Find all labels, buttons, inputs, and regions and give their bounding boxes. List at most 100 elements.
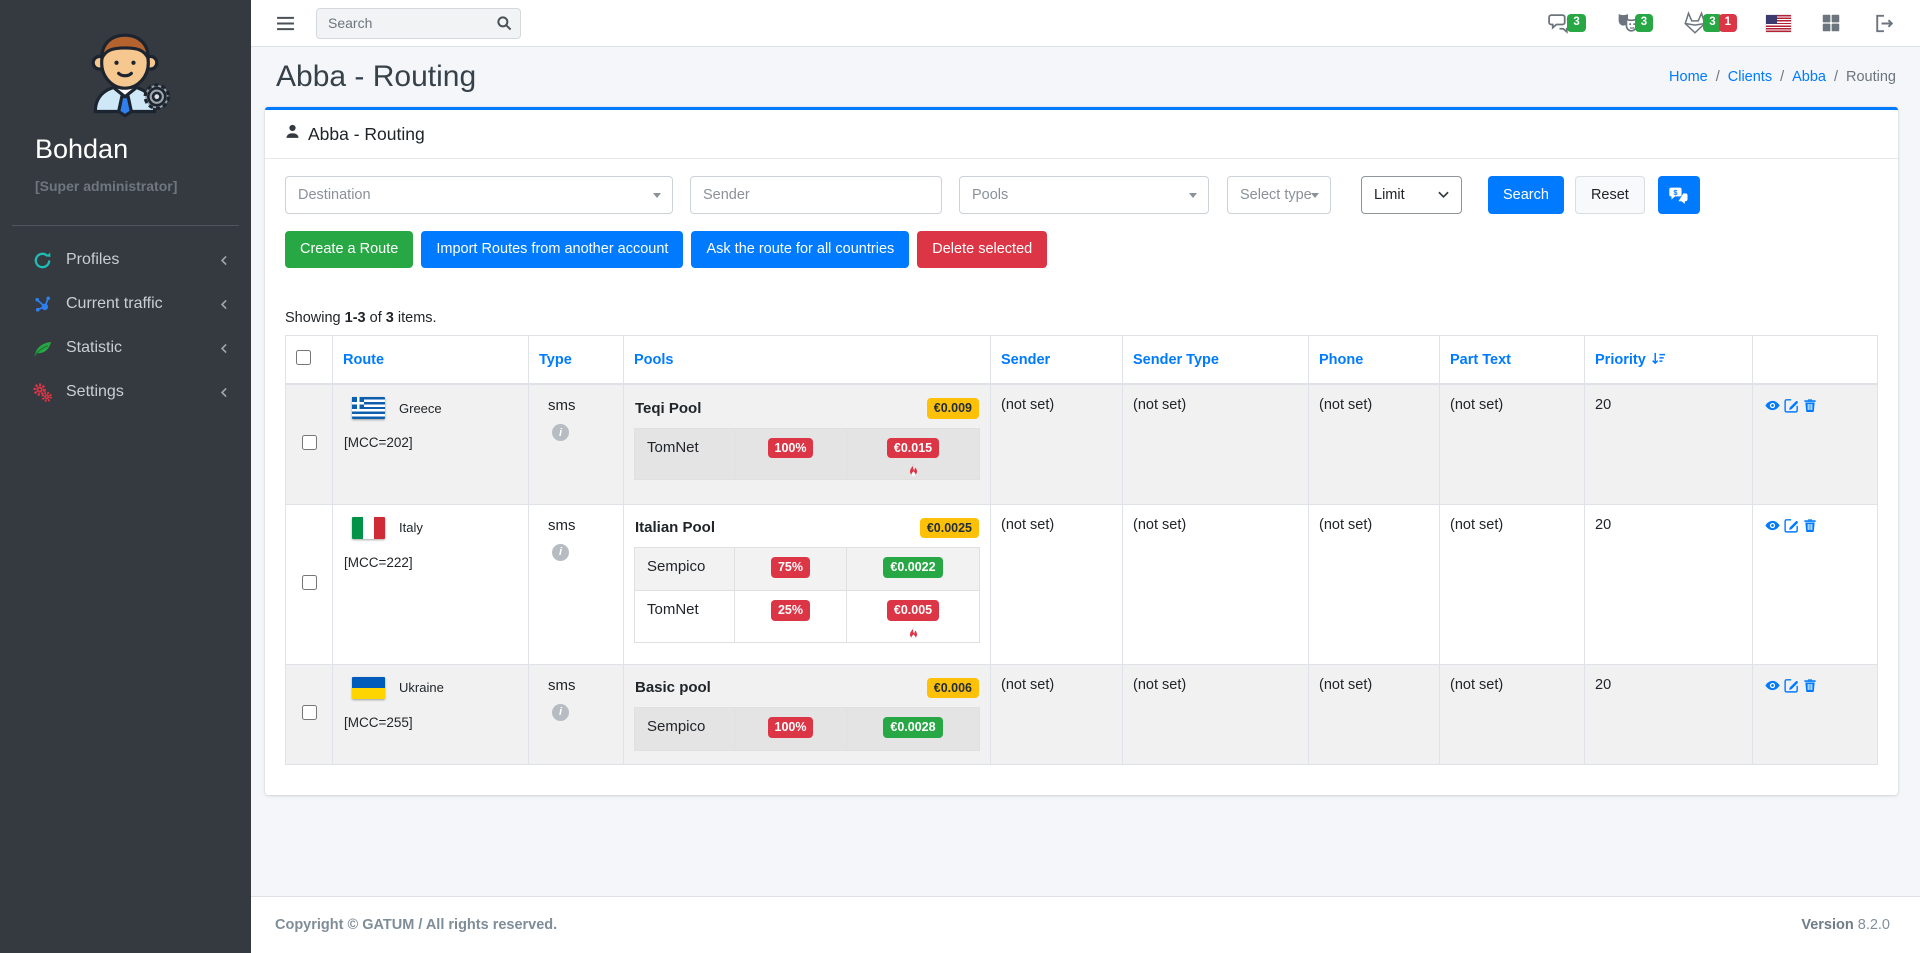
part-text-cell: (not set) bbox=[1439, 383, 1585, 505]
summary-prefix: Showing bbox=[285, 310, 341, 326]
breadcrumb-abba[interactable]: Abba bbox=[1792, 69, 1826, 85]
column-pools[interactable]: Pools bbox=[634, 351, 674, 368]
logout-icon[interactable] bbox=[1871, 12, 1894, 35]
pool-price-badge: €0.0025 bbox=[919, 517, 979, 538]
table-row: Italy [MCC=222] sms i Italian Pool €0.0025 Sem… bbox=[285, 503, 1878, 665]
fox-icon[interactable]: 3 1 bbox=[1682, 10, 1737, 36]
price-chat-button[interactable]: $ bbox=[1657, 176, 1700, 214]
search-input[interactable] bbox=[316, 7, 521, 39]
priority-cell: 20 bbox=[1584, 383, 1753, 505]
mcc-label: [MCC=202] bbox=[344, 435, 413, 450]
destination-select[interactable]: Destination bbox=[285, 176, 673, 214]
route-type: sms bbox=[548, 516, 576, 534]
pool-route-row: Sempico 100% €0.0028 bbox=[635, 708, 979, 750]
phone-cell: (not set) bbox=[1308, 383, 1440, 505]
footer-copyright: Copyright © GATUM / All rights reserved. bbox=[275, 917, 558, 933]
pool-routes: TomNet 100% €0.015 bbox=[634, 427, 980, 480]
limit-select[interactable]: Limit bbox=[1361, 176, 1462, 214]
sender-cell: (not set) bbox=[990, 503, 1123, 665]
pool-routes: Sempico 75% €0.0022 TomNet 25% €0.005 bbox=[634, 547, 980, 643]
edit-route-button[interactable] bbox=[1783, 517, 1800, 534]
chats-icon[interactable]: 3 bbox=[1547, 11, 1586, 36]
sender-input[interactable] bbox=[690, 176, 942, 214]
search-button[interactable]: Search bbox=[1488, 176, 1564, 214]
sender-cell: (not set) bbox=[990, 663, 1123, 765]
info-icon[interactable]: i bbox=[552, 543, 569, 561]
info-icon[interactable]: i bbox=[552, 703, 569, 721]
delete-route-button[interactable] bbox=[1802, 517, 1818, 534]
sort-amount-icon[interactable] bbox=[1651, 351, 1666, 366]
settings-gears-icon bbox=[31, 381, 53, 403]
create-route-button[interactable]: Create a Route bbox=[285, 231, 414, 268]
route-cell: Ukraine [MCC=255] bbox=[332, 663, 529, 765]
apps-grid-icon[interactable] bbox=[1820, 12, 1842, 34]
breadcrumb-clients[interactable]: Clients bbox=[1727, 69, 1773, 85]
svg-text:$: $ bbox=[1674, 188, 1679, 197]
routes-table: Route Type Pools Sender Sender Type Phon… bbox=[285, 335, 1878, 765]
delete-route-button[interactable] bbox=[1802, 397, 1818, 414]
delete-route-button[interactable] bbox=[1802, 677, 1818, 694]
limit-value: Limit bbox=[1374, 187, 1405, 203]
type-select[interactable]: Select type bbox=[1227, 176, 1331, 214]
breadcrumb-separator: / bbox=[1780, 69, 1785, 85]
pool-routes: Sempico 100% €0.0028 bbox=[634, 707, 980, 751]
table-header-row: Route Type Pools Sender Sender Type Phon… bbox=[285, 335, 1878, 385]
route-price-badge: €0.0028 bbox=[883, 717, 943, 738]
column-sender-type[interactable]: Sender Type bbox=[1133, 351, 1219, 368]
caret-down-icon bbox=[1311, 193, 1319, 198]
sender-type-cell: (not set) bbox=[1122, 383, 1309, 505]
route-price-badge: €0.015 bbox=[886, 437, 940, 458]
breadcrumb-home[interactable]: Home bbox=[1669, 69, 1708, 85]
sidebar-item-settings[interactable]: Settings bbox=[0, 370, 251, 414]
footer-version: Version 8.2.0 bbox=[1801, 917, 1890, 933]
flame-icon bbox=[905, 625, 922, 642]
language-flag-us[interactable] bbox=[1766, 14, 1791, 32]
view-route-button[interactable] bbox=[1764, 517, 1781, 534]
row-checkbox[interactable] bbox=[301, 434, 317, 450]
route-cell: Greece [MCC=202] bbox=[332, 383, 529, 505]
topbar-search bbox=[316, 7, 521, 39]
sidebar-item-statistic[interactable]: Statistic bbox=[0, 326, 251, 370]
content-area: Abba - Routing Home / Clients / Abba / Routing… bbox=[251, 47, 1920, 896]
view-route-button[interactable] bbox=[1764, 677, 1781, 694]
country-name: Ukraine bbox=[399, 680, 444, 695]
delete-selected-button[interactable]: Delete selected bbox=[917, 231, 1048, 268]
select-all-checkbox[interactable] bbox=[296, 350, 311, 365]
edit-route-button[interactable] bbox=[1783, 397, 1800, 414]
country-name: Italy bbox=[399, 520, 423, 535]
column-part-text[interactable]: Part Text bbox=[1450, 351, 1511, 368]
info-icon[interactable]: i bbox=[552, 424, 569, 441]
row-checkbox[interactable] bbox=[301, 574, 317, 590]
fox-green-badge: 3 bbox=[1703, 14, 1722, 32]
route-percent-badge: 25% bbox=[770, 600, 811, 621]
mcc-label: [MCC=222] bbox=[344, 554, 413, 570]
edit-route-button[interactable] bbox=[1783, 677, 1800, 694]
filters-row: Destination Pools Select type bbox=[285, 176, 1878, 214]
column-priority[interactable]: Priority bbox=[1595, 352, 1646, 368]
sender-type-cell: (not set) bbox=[1122, 663, 1309, 765]
breadcrumb-separator: / bbox=[1833, 69, 1839, 85]
pool-route-name: TomNet bbox=[647, 601, 699, 618]
column-sender[interactable]: Sender bbox=[1001, 351, 1051, 368]
tickets-masks-icon[interactable]: 3 bbox=[1615, 11, 1654, 36]
chevron-left-icon bbox=[218, 342, 231, 355]
view-route-button[interactable] bbox=[1764, 397, 1781, 414]
column-type[interactable]: Type bbox=[539, 351, 572, 368]
ask-route-button[interactable]: Ask the route for all countries bbox=[691, 231, 910, 268]
reset-button[interactable]: Reset bbox=[1574, 176, 1645, 214]
search-icon[interactable] bbox=[495, 14, 513, 32]
menu-toggle-icon[interactable] bbox=[276, 16, 295, 31]
sidebar-item-current-traffic[interactable]: Current traffic bbox=[0, 282, 251, 326]
pool-route-name: Sempico bbox=[647, 558, 706, 575]
part-text-cell: (not set) bbox=[1439, 663, 1585, 765]
sidebar-item-profiles[interactable]: Profiles bbox=[0, 238, 251, 282]
column-phone[interactable]: Phone bbox=[1319, 351, 1364, 368]
row-checkbox[interactable] bbox=[301, 704, 317, 720]
pools-select[interactable]: Pools bbox=[959, 176, 1209, 214]
column-route[interactable]: Route bbox=[343, 351, 385, 368]
sidebar-item-label: Statistic bbox=[66, 339, 123, 356]
country-flag-ua bbox=[352, 676, 385, 699]
chats-badge: 3 bbox=[1567, 14, 1586, 32]
import-routes-button[interactable]: Import Routes from another account bbox=[421, 231, 684, 268]
country-name: Greece bbox=[399, 400, 442, 416]
